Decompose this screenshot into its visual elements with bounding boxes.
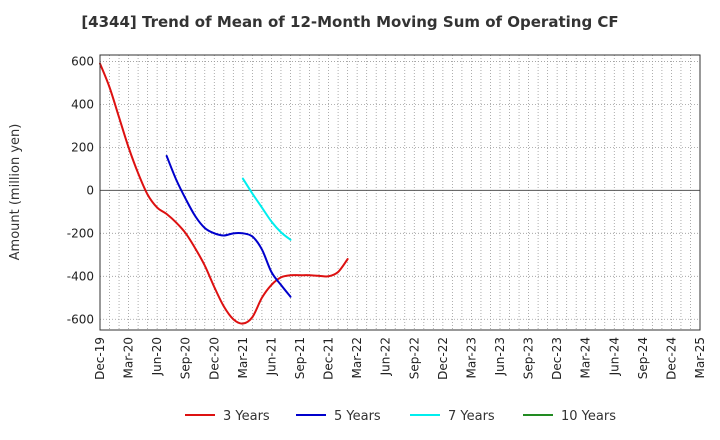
y-tick-label: 200 <box>71 140 94 154</box>
x-tick-label: Dec-19 <box>93 337 107 380</box>
x-tick-label: Jun-21 <box>264 337 278 376</box>
x-tick-label: Jun-20 <box>150 337 164 376</box>
legend: 3 Years 5 Years 7 Years 10 Years <box>185 409 616 424</box>
series-lines <box>99 62 349 325</box>
y-tick-label: 400 <box>71 97 94 111</box>
x-tick-label: Mar-24 <box>579 337 593 378</box>
x-tick-label: Mar-23 <box>464 337 478 378</box>
x-tick-label: Sep-24 <box>636 337 650 379</box>
x-tick-label: Mar-22 <box>350 337 364 378</box>
x-tick-label: Jun-24 <box>607 337 621 376</box>
x-tick-label: Sep-21 <box>293 337 307 379</box>
x-tick-label: Sep-22 <box>407 337 421 379</box>
x-tick-label: Dec-20 <box>207 337 221 380</box>
x-tick-label: Dec-21 <box>322 337 336 380</box>
x-tick-label: Sep-20 <box>179 337 193 379</box>
legend-label-3-years: 3 Years <box>223 409 270 424</box>
y-axis-label: Amount (million yen) <box>8 124 23 261</box>
series-line-7-years <box>241 177 292 241</box>
x-tick-label: Mar-21 <box>236 337 250 378</box>
y-tick-label: -600 <box>67 312 94 326</box>
x-tick-labels: Dec-19 Mar-20 Jun-20 Sep-20 Dec-20 Mar-21 Jun-… <box>93 337 707 380</box>
x-tick-label: Jun-22 <box>379 337 393 376</box>
x-tick-label: Dec-24 <box>664 337 678 380</box>
plot-frame <box>99 54 701 331</box>
x-tick-label: Jun-23 <box>493 337 507 376</box>
y-tick-label: -400 <box>67 269 94 283</box>
y-tick-label: 600 <box>71 54 94 68</box>
x-tick-label: Dec-23 <box>550 337 564 380</box>
y-tick-labels: 600 400 200 0 -200 -400 -600 <box>67 54 94 326</box>
legend-label-10-years: 10 Years <box>561 409 616 424</box>
legend-label-5-years: 5 Years <box>334 409 381 424</box>
plot-area <box>100 55 700 330</box>
chart-title: [4344] Trend of Mean of 12-Month Moving … <box>81 13 618 31</box>
grid-lines <box>100 55 700 330</box>
x-tick-label: Mar-25 <box>693 337 707 378</box>
y-tick-label: -200 <box>67 226 94 240</box>
legend-label-7-years: 7 Years <box>448 409 495 424</box>
y-tick-label: 0 <box>86 183 94 197</box>
series-line-3-years <box>99 62 349 325</box>
x-tick-label: Mar-20 <box>122 337 136 378</box>
series-line-5-years <box>165 154 292 298</box>
x-tick-label: Dec-22 <box>436 337 450 380</box>
x-tick-label: Sep-23 <box>522 337 536 379</box>
